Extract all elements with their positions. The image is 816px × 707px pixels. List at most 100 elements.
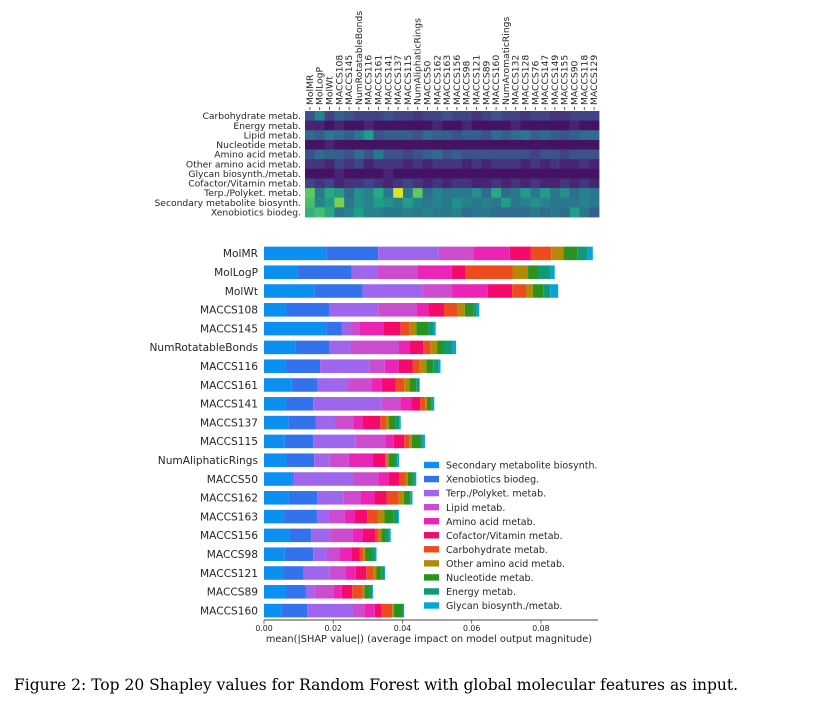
bar-segment: [371, 378, 382, 392]
heatmap-cell: [559, 197, 570, 208]
bar-segment: [543, 284, 551, 298]
bar-segment: [384, 509, 394, 524]
heatmap-cell: [334, 197, 345, 208]
bar-segment: [374, 491, 387, 505]
bar-segment: [329, 453, 349, 467]
bar-segment: [422, 284, 452, 298]
bar-segment: [411, 434, 421, 449]
heatmap-cell: [491, 178, 502, 189]
bar-segment: [317, 378, 348, 392]
heatmap-cell: [510, 139, 521, 150]
heatmap-cell: [354, 207, 365, 218]
heatmap-cell: [520, 178, 531, 189]
bar-segment: [528, 265, 539, 279]
bar-segment: [355, 434, 386, 449]
heatmap-cell: [510, 197, 521, 208]
heatmap-cell: [334, 139, 345, 150]
heatmap-col-label: MACCS98: [462, 60, 473, 105]
heatmap-cell: [579, 111, 590, 122]
bar-segment: [386, 491, 399, 505]
heatmap-cell: [569, 130, 580, 141]
bar-segment: [420, 434, 423, 449]
heatmap-cell: [569, 168, 580, 179]
heatmap-cell: [491, 197, 502, 208]
heatmap-cell: [334, 130, 345, 141]
heatmap-cell: [589, 130, 600, 141]
heatmap-cell: [324, 178, 335, 189]
heatmap-cell: [314, 168, 325, 179]
bar-segment: [388, 415, 396, 430]
legend-label: Lipid metab.: [446, 503, 505, 514]
heatmap-cell: [432, 168, 443, 179]
heatmap-cell: [540, 159, 551, 170]
bar-segment: [285, 397, 314, 411]
heatmap-cell: [491, 188, 502, 199]
bar-segment: [313, 434, 356, 449]
heatmap-cell: [589, 197, 600, 208]
bar-segment: [284, 434, 314, 449]
bar-segment: [404, 434, 410, 449]
bar-segment: [264, 566, 284, 580]
bar-segment: [398, 472, 406, 486]
heatmap-cell: [422, 159, 433, 170]
heatmap-row-label: Xenobiotics biodeg.: [211, 207, 301, 218]
heatmap-cell: [569, 111, 580, 122]
heatmap-col-label: MolMR: [305, 74, 316, 105]
heatmap-cell: [569, 139, 580, 150]
heatmap-cell: [491, 120, 502, 131]
heatmap-cell: [403, 130, 414, 141]
heatmap-cell: [530, 197, 541, 208]
bar-segment: [430, 340, 438, 355]
bar-category-label: MACCS141: [200, 399, 258, 411]
heatmap-cell: [540, 120, 551, 131]
heatmap-cell: [363, 139, 374, 150]
heatmap-cell: [520, 130, 531, 141]
legend-label: Secondary metabolite biosynth.: [446, 461, 598, 472]
bar-segment: [264, 491, 289, 505]
heatmap-cell: [305, 139, 316, 150]
legend-swatch: [424, 518, 439, 525]
bar-segment: [345, 566, 356, 580]
heatmap-cell: [550, 207, 561, 218]
bar-segment: [347, 378, 372, 392]
heatmap-cell: [422, 130, 433, 141]
heatmap-cell: [412, 168, 423, 179]
bar-segment: [384, 566, 386, 580]
heatmap-cell: [510, 159, 521, 170]
heatmap-cell: [481, 197, 492, 208]
heatmap-col-label: MACCS163: [442, 55, 453, 105]
bar-segment: [314, 284, 363, 298]
heatmap-cell: [461, 178, 472, 189]
bar-segment: [264, 359, 286, 373]
heatmap-cell: [452, 130, 463, 141]
heatmap-cell: [501, 139, 512, 150]
bar-segment: [348, 453, 374, 467]
heatmap-cell: [373, 178, 384, 189]
heatmap-cell: [579, 130, 590, 141]
heatmap-cell: [461, 120, 472, 131]
bar-segment: [393, 509, 399, 524]
heatmap-cell: [559, 168, 570, 179]
heatmap-cell: [354, 130, 365, 141]
heatmap-cell: [422, 178, 433, 189]
heatmap-col-label: MACCS76: [530, 60, 541, 105]
heatmap-cell: [403, 111, 414, 122]
heatmap-cell: [501, 188, 512, 199]
heatmap-cell: [432, 178, 443, 189]
bar-segment: [423, 340, 431, 355]
heatmap-cell: [530, 168, 541, 179]
heatmap-cell: [471, 149, 482, 160]
bar-segment: [433, 321, 436, 336]
heatmap-cell: [530, 207, 541, 218]
heatmap-cell: [491, 168, 502, 179]
heatmap-cell: [324, 111, 335, 122]
bar-segment: [419, 359, 427, 373]
bar-category-label: MACCS137: [200, 417, 258, 429]
heatmap-cell: [373, 207, 384, 218]
heatmap-cell: [344, 139, 355, 150]
bar-segment: [377, 509, 385, 524]
heatmap-cell: [559, 149, 570, 160]
heatmap-cell: [481, 178, 492, 189]
bar-segment: [351, 547, 360, 561]
heatmap-cell: [442, 120, 453, 131]
